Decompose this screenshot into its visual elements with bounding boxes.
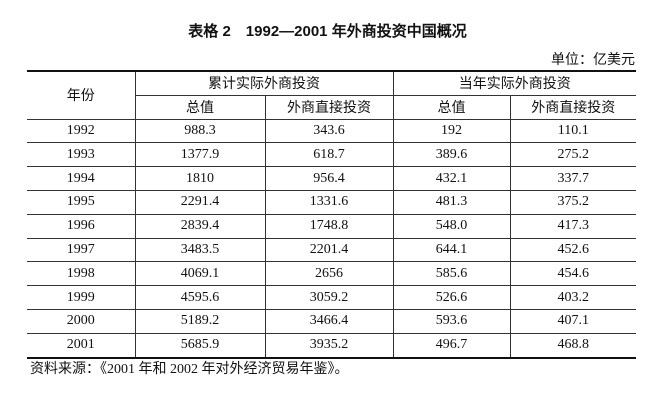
year-cell: 1997 xyxy=(27,237,136,263)
value-cell: 343.6 xyxy=(264,118,394,144)
value-cell: 1748.8 xyxy=(264,213,394,239)
table-row: 1997 3483.5 2201.4 644.1 452.6 xyxy=(27,237,636,263)
group-header: 当年实际外商投资 xyxy=(392,69,636,96)
value-cell: 3466.4 xyxy=(264,308,394,334)
table-row: 1996 2839.4 1748.8 548.0 417.3 xyxy=(27,213,636,239)
value-cell: 1810 xyxy=(134,166,266,191)
value-cell: 3483.5 xyxy=(134,237,266,263)
table-row: 1993 1377.9 618.7 389.6 275.2 xyxy=(27,142,636,168)
year-header: 年份 xyxy=(27,69,136,120)
value-cell: 389.6 xyxy=(392,142,511,168)
value-cell: 1331.6 xyxy=(264,189,394,215)
header-row: 年份 累计实际外商投资 当年实际外商投资 xyxy=(27,69,636,120)
data-table: 年份 累计实际外商投资 当年实际外商投资 总值 外商直接投资 总值 外商直接投资… xyxy=(27,69,636,359)
year-cell: 1992 xyxy=(27,118,136,144)
table-body: 1992 988.3 343.6 192 110.1 1993 1377.9 618.7 389… xyxy=(27,118,636,359)
year-cell: 1996 xyxy=(27,213,136,239)
year-cell: 1994 xyxy=(27,166,136,191)
sub-header: 总值 xyxy=(134,94,266,120)
value-cell: 988.3 xyxy=(134,118,266,144)
sub-header: 外商直接投资 xyxy=(509,94,636,120)
table-row: 2001 5685.9 3935.2 496.7 468.8 xyxy=(27,332,636,359)
value-cell: 4595.6 xyxy=(134,285,266,310)
sub-header: 总值 xyxy=(392,94,511,120)
value-cell: 110.1 xyxy=(509,118,636,144)
source-note: 资料来源：《2001 年和 2002 年对外经济贸易年鉴》。 xyxy=(30,362,349,377)
value-cell: 548.0 xyxy=(392,213,511,239)
table-row: 1994 1810 956.4 432.1 337.7 xyxy=(27,166,636,191)
table-row: 1995 2291.4 1331.6 481.3 375.2 xyxy=(27,189,636,215)
value-cell: 1377.9 xyxy=(134,142,266,168)
value-cell: 4069.1 xyxy=(134,261,266,287)
year-cell: 1999 xyxy=(27,285,136,310)
table-row: 2000 5189.2 3466.4 593.6 407.1 xyxy=(27,308,636,334)
value-cell: 192 xyxy=(392,118,511,144)
value-cell: 2656 xyxy=(264,261,394,287)
table-row: 1998 4069.1 2656 585.6 454.6 xyxy=(27,261,636,287)
value-cell: 275.2 xyxy=(509,142,636,168)
year-cell: 1998 xyxy=(27,261,136,287)
value-cell: 403.2 xyxy=(509,285,636,310)
value-cell: 2839.4 xyxy=(134,213,266,239)
value-cell: 375.2 xyxy=(509,189,636,215)
year-cell: 2000 xyxy=(27,308,136,334)
value-cell: 452.6 xyxy=(509,237,636,263)
table-title: 表格 2 1992—2001 年外商投资中国概况 xyxy=(188,23,467,40)
year-cell: 2001 xyxy=(27,332,136,359)
value-cell: 496.7 xyxy=(392,332,511,359)
sub-header: 外商直接投资 xyxy=(264,94,394,120)
value-cell: 526.6 xyxy=(392,285,511,310)
value-cell: 585.6 xyxy=(392,261,511,287)
year-cell: 1995 xyxy=(27,189,136,215)
value-cell: 956.4 xyxy=(264,166,394,191)
value-cell: 432.1 xyxy=(392,166,511,191)
value-cell: 454.6 xyxy=(509,261,636,287)
value-cell: 618.7 xyxy=(264,142,394,168)
value-cell: 468.8 xyxy=(509,332,636,359)
subheader-row: 总值 外商直接投资 总值 外商直接投资 xyxy=(27,94,636,120)
year-cell: 1993 xyxy=(27,142,136,168)
value-cell: 3935.2 xyxy=(264,332,394,359)
table-row: 1999 4595.6 3059.2 526.6 403.2 xyxy=(27,285,636,310)
value-cell: 2201.4 xyxy=(264,237,394,263)
value-cell: 3059.2 xyxy=(264,285,394,310)
unit-note: 单位：亿美元 xyxy=(551,53,635,68)
value-cell: 2291.4 xyxy=(134,189,266,215)
table-row: 1992 988.3 343.6 192 110.1 xyxy=(27,118,636,144)
value-cell: 593.6 xyxy=(392,308,511,334)
value-cell: 644.1 xyxy=(392,237,511,263)
value-cell: 5189.2 xyxy=(134,308,266,334)
group-header: 累计实际外商投资 xyxy=(134,69,394,96)
value-cell: 5685.9 xyxy=(134,332,266,359)
value-cell: 407.1 xyxy=(509,308,636,334)
value-cell: 337.7 xyxy=(509,166,636,191)
value-cell: 481.3 xyxy=(392,189,511,215)
value-cell: 417.3 xyxy=(509,213,636,239)
